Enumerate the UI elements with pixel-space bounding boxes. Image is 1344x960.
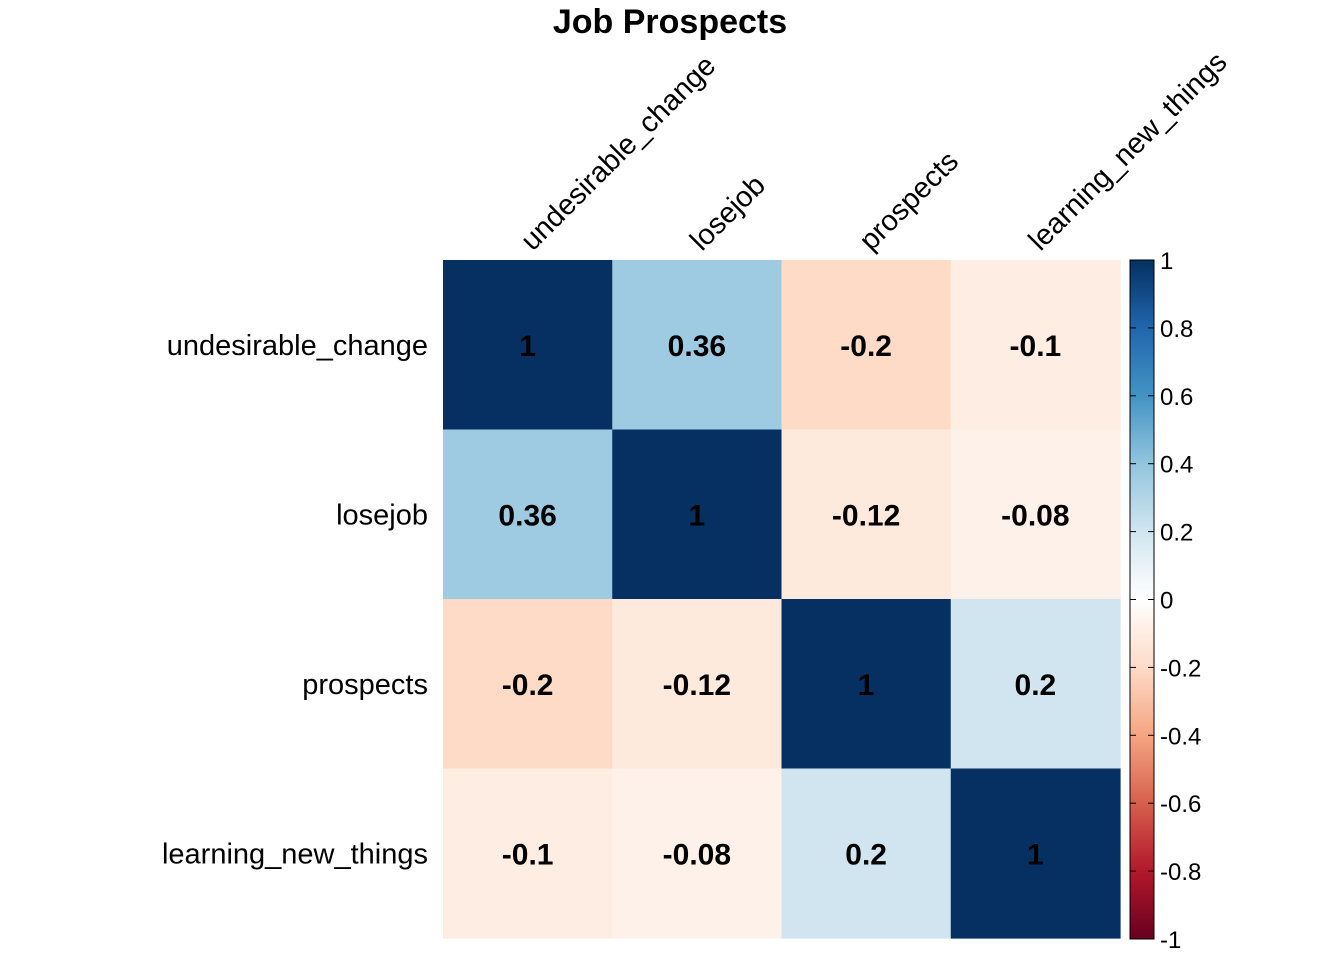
colorbar-tick-label: 0.2 bbox=[1160, 520, 1193, 547]
cell-3-3 bbox=[950, 768, 1121, 939]
column-label-learning-new-things: learning_new_things bbox=[1023, 46, 1234, 257]
colorbar-tick-label: 1 bbox=[1160, 248, 1173, 275]
cell-3-1 bbox=[612, 768, 783, 939]
cell-0-2 bbox=[781, 260, 952, 431]
colorbar-tick-label: 0.6 bbox=[1160, 384, 1193, 411]
cell-3-0 bbox=[443, 768, 613, 939]
row-label-prospects: prospects bbox=[302, 669, 428, 701]
cell-value-2-0: -0.2 bbox=[502, 669, 554, 702]
heatmap-cells: 1 0.36 -0.2 -0.1 0.36 1 -0.12 -0.08 -0.2 -0.12 1 0.… bbox=[443, 260, 1121, 939]
colorbar-tick-label: -0.4 bbox=[1160, 723, 1201, 750]
cell-3-2 bbox=[781, 768, 952, 939]
cell-value-2-3: 0.2 bbox=[1015, 669, 1057, 702]
colorbar-tick-label: -1 bbox=[1160, 927, 1181, 954]
colorbar-tick-label: 0 bbox=[1160, 588, 1173, 615]
cell-2-3 bbox=[950, 599, 1121, 770]
colorbar-tick-label: -0.6 bbox=[1160, 791, 1201, 818]
cell-value-2-1: -0.12 bbox=[663, 669, 731, 702]
colorbar-tick-label: -0.8 bbox=[1160, 859, 1201, 886]
cell-1-1 bbox=[612, 429, 783, 600]
row-label-losejob: losejob bbox=[336, 499, 428, 531]
cell-0-3 bbox=[950, 260, 1121, 431]
cell-1-0 bbox=[443, 429, 613, 600]
colorbar-tick-label: -0.2 bbox=[1160, 655, 1201, 682]
colorbar: 1 0.8 0.6 0.4 0.2 0 -0.2 -0.4 -0.6 -0.8 -1 bbox=[1129, 248, 1201, 954]
cell-1-3 bbox=[950, 429, 1121, 600]
cell-value-2-2: 1 bbox=[858, 669, 875, 702]
colorbar-tick-label: 0.4 bbox=[1160, 452, 1193, 479]
column-label-undesirable-change: undesirable_change bbox=[515, 50, 722, 257]
cell-value-3-3: 1 bbox=[1027, 838, 1044, 871]
chart-title: Job Prospects bbox=[553, 3, 787, 41]
cell-value-0-2: -0.2 bbox=[840, 330, 892, 363]
cell-value-1-3: -0.08 bbox=[1001, 499, 1069, 532]
cell-1-2 bbox=[781, 429, 952, 600]
cell-2-1 bbox=[612, 599, 783, 770]
column-label-prospects: prospects bbox=[853, 145, 965, 257]
cell-value-3-2: 0.2 bbox=[845, 838, 887, 871]
cell-value-3-0: -0.1 bbox=[502, 838, 554, 871]
cell-value-0-0: 1 bbox=[519, 330, 536, 363]
cell-2-0 bbox=[443, 599, 613, 770]
cell-value-1-0: 0.36 bbox=[498, 499, 556, 532]
cell-value-0-3: -0.1 bbox=[1010, 330, 1062, 363]
cell-value-1-1: 1 bbox=[689, 499, 706, 532]
cell-value-0-1: 0.36 bbox=[668, 330, 726, 363]
cell-value-1-2: -0.12 bbox=[832, 499, 900, 532]
cell-0-1 bbox=[612, 260, 783, 431]
column-label-losejob: losejob bbox=[684, 169, 772, 257]
cell-2-2 bbox=[781, 599, 952, 770]
cell-value-3-1: -0.08 bbox=[663, 838, 731, 871]
cell-0-0 bbox=[443, 260, 613, 431]
colorbar-tick-label: 0.8 bbox=[1160, 316, 1193, 343]
row-label-undesirable-change: undesirable_change bbox=[167, 330, 428, 362]
row-label-learning-new-things: learning_new_things bbox=[162, 838, 428, 870]
